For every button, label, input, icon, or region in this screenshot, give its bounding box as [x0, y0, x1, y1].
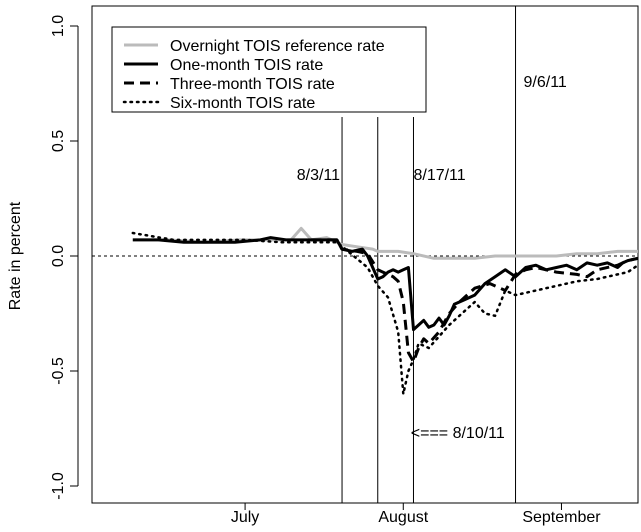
legend-label-0: Overnight TOIS reference rate [170, 38, 385, 55]
legend-label-1: One-month TOIS rate [170, 57, 323, 74]
y-tick-label: -1.0 [50, 472, 67, 500]
event-label-2011-08-10: <=== 8/10/11 [411, 425, 505, 442]
y-axis-title: Rate in percent [7, 201, 24, 310]
x-tick-label: July [231, 509, 259, 526]
x-tick-label: September [522, 509, 601, 526]
event-label-2011-09-06: 9/6/11 [524, 74, 567, 91]
y-tick-label: 0.0 [50, 245, 67, 267]
series-line-3 [131, 231, 640, 396]
legend: Overnight TOIS reference rate One-month T… [111, 26, 427, 113]
event-label-2011-08-17: 8/17/11 [413, 167, 465, 184]
axes: -1.0 -0.5 0.0 0.5 1.0 Rate in percent July Augu… [7, 15, 601, 526]
legend-label-3: Six-month TOIS rate [170, 95, 315, 112]
series-lines [131, 226, 640, 396]
series-line-2 [311, 238, 639, 364]
event-label-2011-08-03: 8/3/11 [297, 167, 340, 184]
y-tick-label: 0.5 [50, 130, 67, 152]
x-tick-label: August [378, 509, 428, 526]
legend-label-2: Three-month TOIS rate [170, 76, 335, 93]
legend-box [111, 26, 427, 113]
y-tick-label: 1.0 [50, 15, 67, 37]
y-tick-label: -0.5 [50, 357, 67, 385]
event-lines: 8/3/11 <=== 8/10/11 8/17/11 9/6/11 [297, 6, 567, 503]
